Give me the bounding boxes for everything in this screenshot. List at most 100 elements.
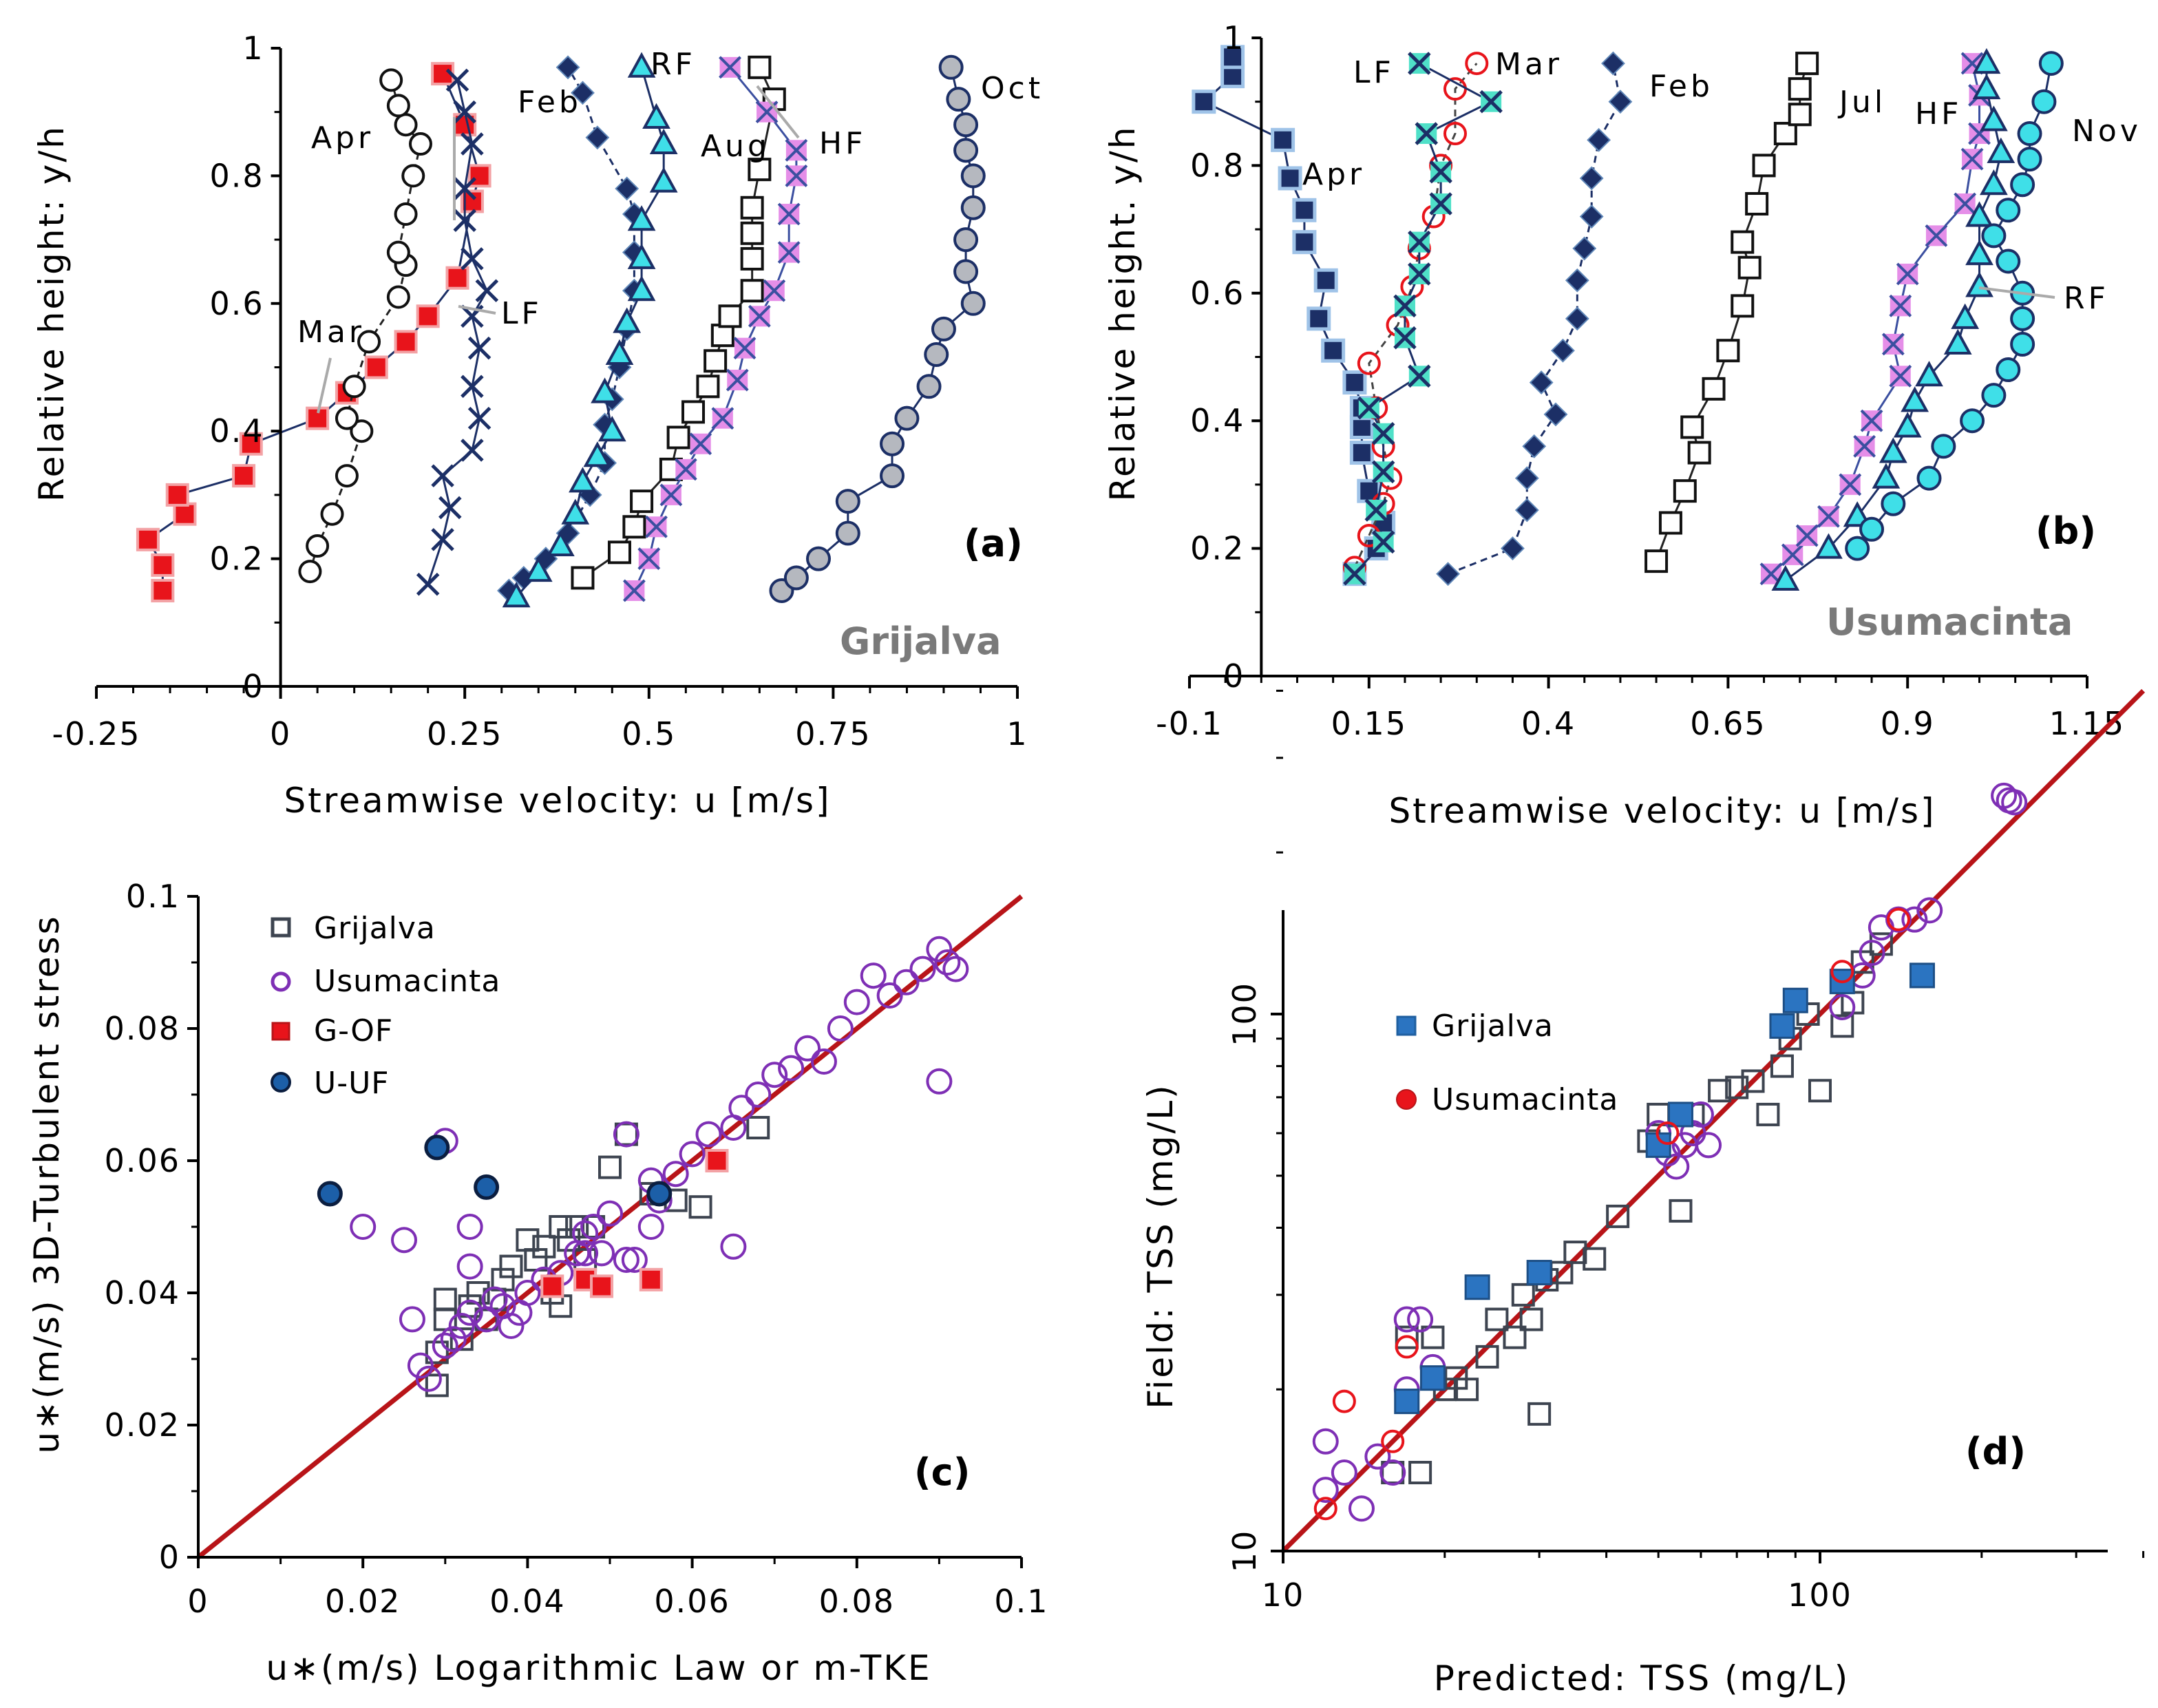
- pB-y-tick-label: 0.2: [1190, 530, 1245, 567]
- panel-d-legend-marker-grijalva: [1396, 1015, 1417, 1036]
- pA-point-rf: [546, 530, 575, 557]
- pA-point-lf: [461, 375, 484, 399]
- pC-point-usumacinta: [810, 1048, 837, 1075]
- pB-point-rf: [1972, 48, 2001, 74]
- pB-point-lf: [1393, 326, 1417, 350]
- pA-point-aug: [740, 246, 764, 271]
- pA-point-oct: [916, 374, 942, 399]
- panel-c: 00 0.02 0.02 0.04 0.04 0.06 0.06 0.08 0.08 0.1 0.1…: [27, 878, 1048, 1688]
- pC-point-usumacinta: [399, 1306, 425, 1333]
- pA-point-apr: [394, 202, 418, 226]
- pC-y-tick-label: 0.04: [105, 1274, 180, 1311]
- pA-point-oct: [960, 195, 986, 220]
- pB-point-nov: [1859, 516, 1885, 542]
- pA-series-line-lf: [427, 80, 488, 585]
- pB-point-mar: [1357, 351, 1381, 375]
- pD-point-usumacinta-open: [1695, 1132, 1722, 1159]
- pD-point-usumacinta-filled: [1830, 960, 1854, 984]
- pB-point-rf: [1980, 105, 2008, 131]
- pC-y-tick-label: 0.06: [105, 1142, 180, 1179]
- pB-series-line-feb: [1448, 63, 1622, 576]
- pB-point-nov: [2038, 51, 2064, 76]
- pB-point-mar: [1443, 122, 1467, 146]
- panel-c-legend-marker-g-of: [271, 1022, 290, 1041]
- panel-b-y-axis-label: Relative height. y/h: [1103, 125, 1143, 502]
- pB-point-feb: [1514, 466, 1539, 491]
- pA-point-apr: [350, 419, 374, 443]
- pA-point-apr: [335, 406, 359, 430]
- pB-point-rf: [1843, 501, 1872, 527]
- pB-point-apr: [1349, 441, 1374, 465]
- pA-point-apr: [379, 68, 403, 92]
- panel-b-label-lf: LF: [1353, 55, 1395, 90]
- pB-point-jul: [1752, 154, 1776, 178]
- pA-point-lf: [453, 209, 476, 233]
- pC-point-grijalva: [746, 1116, 770, 1139]
- pA-point-apr: [306, 534, 330, 558]
- panel-c-legend: Grijalva Usumacinta G-OF U-UF: [271, 911, 500, 1101]
- pD-point-grijalva-filled: [1419, 1365, 1446, 1391]
- pC-point-usumacinta: [498, 1313, 525, 1339]
- pD-point-usumacinta-open: [1348, 1495, 1375, 1522]
- pC-point-usumacinta: [456, 1299, 483, 1326]
- pA-point-aug: [666, 425, 690, 450]
- pB-point-feb: [1565, 306, 1589, 331]
- pB-point-hf: [1896, 262, 1919, 286]
- pA-point-aug: [681, 400, 706, 424]
- pC-point-g-of: [639, 1267, 663, 1291]
- pB-point-nov: [2010, 172, 2035, 198]
- pA-point-rf: [524, 556, 553, 582]
- pD-point-usumacinta-open: [1829, 993, 1856, 1020]
- pA-series-rf: [502, 52, 678, 608]
- pA-point-oct: [946, 87, 971, 112]
- pD-point-grijalva-open: [1485, 1307, 1509, 1331]
- panel-c-x-axis-label: u∗(m/s) Logarithmic Law or m-TKE: [266, 1648, 931, 1688]
- pB-point-hf: [1954, 192, 1977, 215]
- pB-point-feb: [1579, 204, 1604, 229]
- pB-point-nov: [2010, 331, 2035, 357]
- pC-point-usumacinta: [876, 982, 903, 1009]
- pB-point-nov: [2031, 89, 2057, 114]
- pA-point-apr: [408, 132, 432, 156]
- pC-x-tick-label: 0.04: [489, 1583, 565, 1620]
- pB-point-nov: [1981, 223, 2007, 249]
- pB-point-feb: [1436, 562, 1460, 587]
- pB-point-rf: [1965, 201, 1993, 227]
- panel-d-legend-grijalva: Grijalva: [1432, 1009, 1554, 1044]
- pA-point-rf: [649, 167, 678, 193]
- panel-d-legend-marker-usumacinta: [1396, 1089, 1417, 1110]
- panel-a-label-oct: Oct: [981, 71, 1044, 106]
- pC-point-usumacinta: [843, 989, 870, 1015]
- pC-point-usumacinta: [794, 1035, 821, 1062]
- pC-point-u-uf: [317, 1181, 343, 1207]
- pC-y-tick-label: 0.02: [105, 1406, 180, 1444]
- pB-y-tick-label: 0: [1223, 657, 1245, 695]
- pD-point-grijalva-open: [1583, 1247, 1607, 1271]
- pB-series-lf: [1343, 52, 1503, 586]
- pC-y-tick-label: 0: [159, 1539, 180, 1576]
- pB-point-nov: [1845, 536, 1870, 561]
- pD-point-usumacinta-filled: [1381, 1429, 1405, 1453]
- pB-point-lf: [1371, 530, 1395, 554]
- pB-point-hf: [1795, 524, 1819, 547]
- pD-point-usumacinta-open: [1407, 1306, 1434, 1333]
- pA-point-lf: [431, 464, 454, 487]
- panel-a-leader-hf: [756, 85, 800, 139]
- pA-point-lf: [475, 279, 499, 303]
- pB-point-jul: [1673, 479, 1697, 503]
- pA-x-tick-label: 1: [1006, 715, 1028, 752]
- pD-y-tick-label: 10: [1226, 1530, 1263, 1573]
- pB-point-rf: [1943, 328, 1972, 355]
- pD-reference-line: [1281, 688, 2146, 1553]
- pD-point-usumacinta-open: [1312, 1477, 1339, 1504]
- pB-point-hf: [1860, 409, 1883, 432]
- panel-a-plot-area: [136, 52, 986, 608]
- pA-point-hf: [726, 368, 749, 392]
- panel-b-label-jul: Jul: [1837, 85, 1886, 120]
- pA-x-tick-label: 0.25: [427, 715, 503, 752]
- pA-point-hf: [748, 304, 771, 328]
- pC-point-g-of: [705, 1149, 729, 1172]
- pB-point-jul: [1795, 52, 1819, 76]
- pA-point-mar: [467, 164, 491, 188]
